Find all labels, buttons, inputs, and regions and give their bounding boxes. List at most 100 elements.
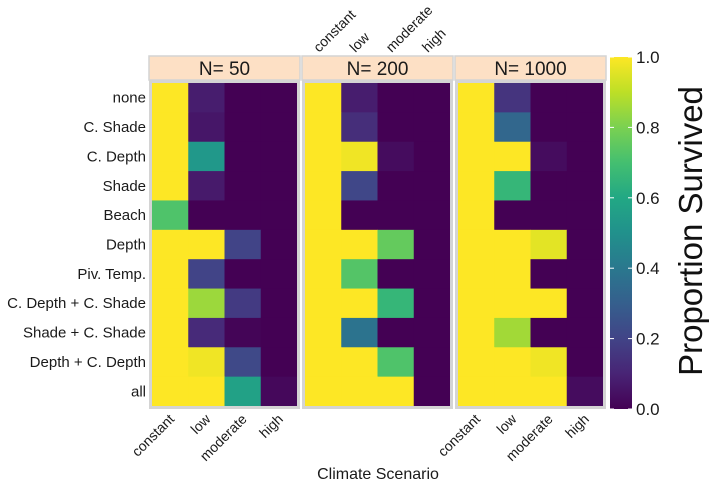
facet-strip-label: N= 50 bbox=[199, 59, 250, 80]
heatmap-cell bbox=[530, 83, 568, 113]
heatmap-cell bbox=[188, 288, 225, 319]
heatmap-cell bbox=[341, 229, 378, 260]
row-label: none bbox=[113, 90, 146, 107]
heatmap-cell bbox=[188, 112, 225, 143]
heatmap-cell bbox=[224, 259, 262, 290]
heatmap-cell bbox=[530, 317, 568, 348]
heatmap-cell bbox=[305, 229, 342, 260]
heatmap-cell bbox=[341, 376, 378, 406]
colorbar-tick-label: 0.4 bbox=[636, 259, 660, 278]
x-axis-title: Climate Scenario bbox=[317, 466, 439, 483]
heatmap-cell bbox=[341, 112, 378, 143]
facet-strip bbox=[454, 55, 607, 81]
heatmap-cell bbox=[377, 288, 415, 319]
heatmap-cell bbox=[413, 83, 450, 113]
heatmap-cell bbox=[152, 200, 189, 231]
heatmap-cell bbox=[341, 200, 378, 231]
heatmap-cell bbox=[413, 347, 450, 378]
heatmap-cell bbox=[494, 112, 531, 143]
heatmap-cell bbox=[152, 317, 189, 348]
heatmap-cell bbox=[377, 317, 415, 348]
heatmap-cell bbox=[530, 200, 568, 231]
x-tick-label: low bbox=[346, 28, 373, 55]
heatmap-cell bbox=[224, 171, 262, 201]
colorbar-tick-label: 0.6 bbox=[636, 189, 660, 208]
heatmap-cell bbox=[458, 112, 495, 143]
heatmap-cell bbox=[566, 141, 603, 172]
x-tick-label: high bbox=[419, 25, 449, 55]
heatmap-cell bbox=[413, 171, 450, 201]
x-tick-label: constant bbox=[128, 411, 177, 460]
heatmap-cell bbox=[305, 200, 342, 231]
heatmap-cell bbox=[458, 141, 495, 172]
row-label: all bbox=[131, 383, 146, 400]
heatmap-cell bbox=[458, 200, 495, 231]
heatmap-cell bbox=[260, 229, 297, 260]
heatmap-cell bbox=[566, 259, 603, 290]
heatmap-cell bbox=[377, 259, 415, 290]
heatmap-cell bbox=[494, 376, 531, 406]
heatmap-cell bbox=[566, 317, 603, 348]
heatmap-cell bbox=[413, 288, 450, 319]
heatmap-cell bbox=[413, 376, 450, 406]
heatmap-cell bbox=[494, 171, 531, 201]
row-label: Shade + C. Shade bbox=[23, 325, 146, 342]
heatmap-cell bbox=[152, 229, 189, 260]
heatmap-cell bbox=[566, 229, 603, 260]
x-tick-label: low bbox=[493, 410, 520, 437]
heatmap-cell bbox=[377, 83, 415, 113]
heatmap-cell bbox=[377, 376, 415, 406]
heatmap-cell bbox=[188, 347, 225, 378]
heatmap-cell bbox=[377, 347, 415, 378]
heatmap-cell bbox=[566, 347, 603, 378]
heatmap-cell bbox=[494, 83, 531, 113]
row-label: Depth bbox=[106, 237, 146, 254]
heatmap-cell bbox=[260, 141, 297, 172]
y-axis-labels: none C. Shade C. Depth Shade Beach Depth Piv. … bbox=[7, 90, 146, 401]
heatmap-cell bbox=[260, 259, 297, 290]
heatmap-cell bbox=[152, 347, 189, 378]
heatmap-cell bbox=[188, 376, 225, 406]
heatmap-cell bbox=[566, 112, 603, 143]
heatmap-cell bbox=[341, 259, 378, 290]
heatmap-cell bbox=[341, 288, 378, 319]
heatmap-cell bbox=[530, 229, 568, 260]
heatmap-cell bbox=[566, 288, 603, 319]
facet-strip bbox=[148, 55, 301, 81]
heatmap-cell bbox=[305, 112, 342, 143]
heatmap-cell bbox=[305, 83, 342, 113]
heatmap-cell bbox=[494, 141, 531, 172]
colorbar-tick-label: 0.0 bbox=[636, 400, 660, 419]
heatmap-cell bbox=[413, 317, 450, 348]
colorbar-tick-label: 0.2 bbox=[636, 330, 660, 349]
heatmap-cell bbox=[260, 317, 297, 348]
row-label: Depth + C. Depth bbox=[30, 354, 146, 371]
heatmap-cell bbox=[188, 200, 225, 231]
heatmap-cell bbox=[260, 376, 297, 406]
heatmap-cell bbox=[224, 376, 262, 406]
heatmap-cell bbox=[341, 347, 378, 378]
heatmap-cell bbox=[305, 288, 342, 319]
heatmap-cell bbox=[458, 376, 495, 406]
heatmap-cell bbox=[530, 112, 568, 143]
heatmap-cell bbox=[152, 376, 189, 406]
facet-strip bbox=[301, 55, 454, 81]
colorbar-tick-label: 0.8 bbox=[636, 118, 660, 137]
heatmap-cell bbox=[530, 288, 568, 319]
heatmap-cell bbox=[188, 229, 225, 260]
heatmap-cell bbox=[530, 347, 568, 378]
row-label: Piv. Temp. bbox=[77, 266, 146, 283]
heatmap-cell bbox=[530, 376, 568, 406]
x-tick-label: high bbox=[256, 411, 286, 441]
heatmap-cell bbox=[260, 200, 297, 231]
heatmap-cell bbox=[305, 347, 342, 378]
row-label: Beach bbox=[103, 207, 146, 224]
heatmap-cell bbox=[377, 171, 415, 201]
x-tick-label: low bbox=[187, 410, 214, 437]
heatmap-cell bbox=[413, 229, 450, 260]
heatmap-cell bbox=[224, 317, 262, 348]
